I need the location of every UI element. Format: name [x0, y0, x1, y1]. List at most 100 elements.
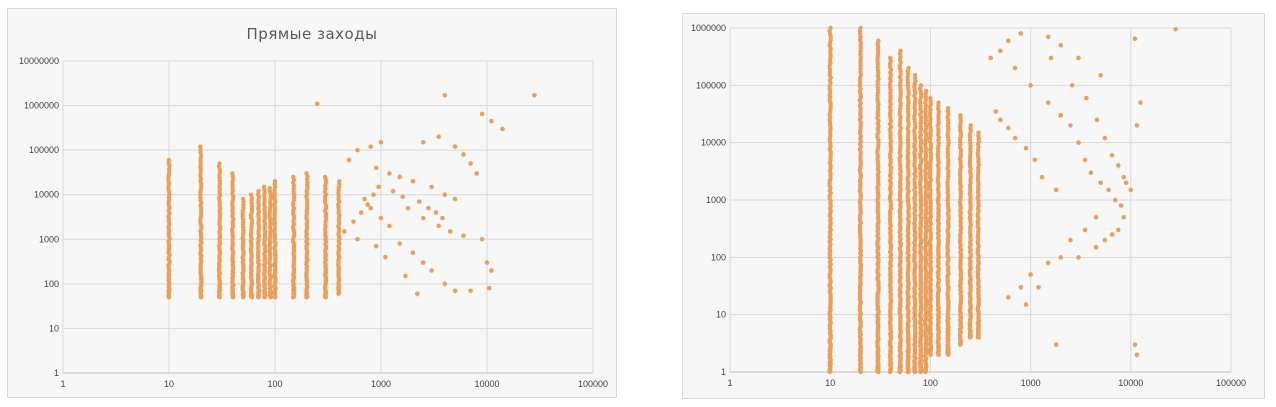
data-point — [272, 179, 278, 184]
data-point — [489, 118, 494, 124]
data-point — [1048, 55, 1054, 61]
x-tick-label: 10000 — [474, 379, 499, 389]
data-point — [1106, 187, 1111, 193]
data-point — [828, 25, 833, 31]
data-point — [479, 236, 485, 242]
data-point — [442, 281, 448, 287]
x-tick-label: 10 — [164, 379, 174, 389]
data-point — [1068, 237, 1073, 243]
y-tick-label: 1000000 — [24, 101, 59, 111]
data-point — [924, 88, 929, 94]
data-point — [1018, 285, 1024, 290]
data-point — [240, 196, 246, 202]
data-point — [1006, 125, 1011, 131]
data-point — [1102, 237, 1108, 243]
data-points — [166, 92, 537, 300]
x-tick-label: 1000 — [1021, 378, 1041, 388]
data-point — [355, 236, 360, 242]
data-point — [474, 171, 480, 176]
data-point — [358, 210, 364, 215]
data-point — [256, 188, 261, 194]
y-tick-label: 1000000 — [691, 23, 726, 33]
data-point — [390, 188, 396, 194]
data-point — [1102, 135, 1108, 141]
data-point — [1082, 157, 1088, 163]
data-point — [1132, 36, 1138, 42]
data-point — [414, 291, 420, 297]
data-point — [362, 196, 367, 202]
data-point — [230, 171, 235, 176]
data-point — [1173, 26, 1178, 32]
data-point — [420, 260, 426, 265]
data-point — [376, 184, 381, 190]
y-tick-label: 10000 — [34, 190, 59, 200]
data-point — [1093, 244, 1099, 250]
data-point — [337, 179, 342, 184]
data-point — [461, 152, 466, 157]
data-point — [998, 117, 1003, 123]
data-point — [484, 260, 490, 265]
data-point — [936, 100, 941, 105]
data-point — [378, 215, 384, 221]
data-point — [468, 161, 473, 166]
data-point — [945, 105, 951, 111]
data-point — [1045, 260, 1051, 266]
data-point — [1112, 197, 1118, 203]
data-point — [341, 229, 347, 234]
data-point — [447, 229, 453, 234]
data-point — [291, 174, 296, 180]
chart-panel-left: Прямые заходы 1 10 100 1000 10000 100000 10000… — [7, 8, 617, 398]
data-point — [1058, 42, 1064, 48]
data-point — [1053, 187, 1059, 193]
data-point — [1088, 170, 1094, 175]
data-point — [452, 196, 458, 202]
data-point — [1068, 123, 1073, 128]
data-point — [436, 134, 441, 140]
data-point — [371, 192, 376, 198]
chart-panel-right: 1 10 100 1000 10000 100000 1000000 1 10 100 1000 10… — [682, 13, 1265, 399]
data-point — [403, 273, 408, 279]
data-point — [1012, 65, 1018, 71]
data-point — [1134, 352, 1140, 358]
data-point — [400, 194, 405, 200]
x-tick-label: 1000 — [371, 379, 391, 389]
data-point — [993, 109, 999, 114]
data-point — [1123, 180, 1129, 186]
data-point — [368, 144, 374, 149]
data-point — [1028, 83, 1033, 88]
data-point — [928, 95, 933, 101]
data-point — [858, 25, 863, 31]
data-point — [440, 215, 445, 221]
data-point — [1076, 55, 1081, 61]
data-point — [1115, 163, 1121, 168]
data-point — [1109, 153, 1115, 158]
data-point — [1036, 285, 1041, 290]
data-point — [1121, 174, 1127, 180]
data-point — [436, 223, 441, 229]
data-point — [378, 139, 384, 145]
y-tick-label: 1000 — [706, 195, 726, 205]
data-point — [452, 144, 458, 149]
data-point — [1084, 95, 1089, 101]
data-point — [1032, 157, 1038, 163]
data-point — [1121, 214, 1127, 220]
data-point — [261, 184, 267, 190]
data-point — [429, 184, 434, 190]
data-point — [906, 65, 911, 71]
y-tick-label: 100000 — [29, 145, 59, 155]
data-point — [968, 123, 973, 128]
data-point — [958, 113, 963, 118]
data-point — [1138, 100, 1143, 105]
y-tick-label: 10000 — [701, 138, 726, 148]
y-tick-label: 10 — [716, 310, 726, 320]
x-tick-label: 100000 — [578, 379, 608, 389]
data-point — [365, 202, 371, 207]
data-point — [383, 254, 388, 260]
scatter-chart-right: 1 10 100 1000 10000 100000 1000000 1 10 100 1000 10… — [691, 23, 1246, 388]
data-point — [429, 268, 434, 273]
x-tick-label: 100 — [267, 379, 282, 389]
data-point — [442, 92, 448, 98]
data-point — [420, 139, 426, 145]
y-tick-label: 10000000 — [19, 56, 59, 66]
y-tick-label: 1000 — [39, 234, 59, 244]
